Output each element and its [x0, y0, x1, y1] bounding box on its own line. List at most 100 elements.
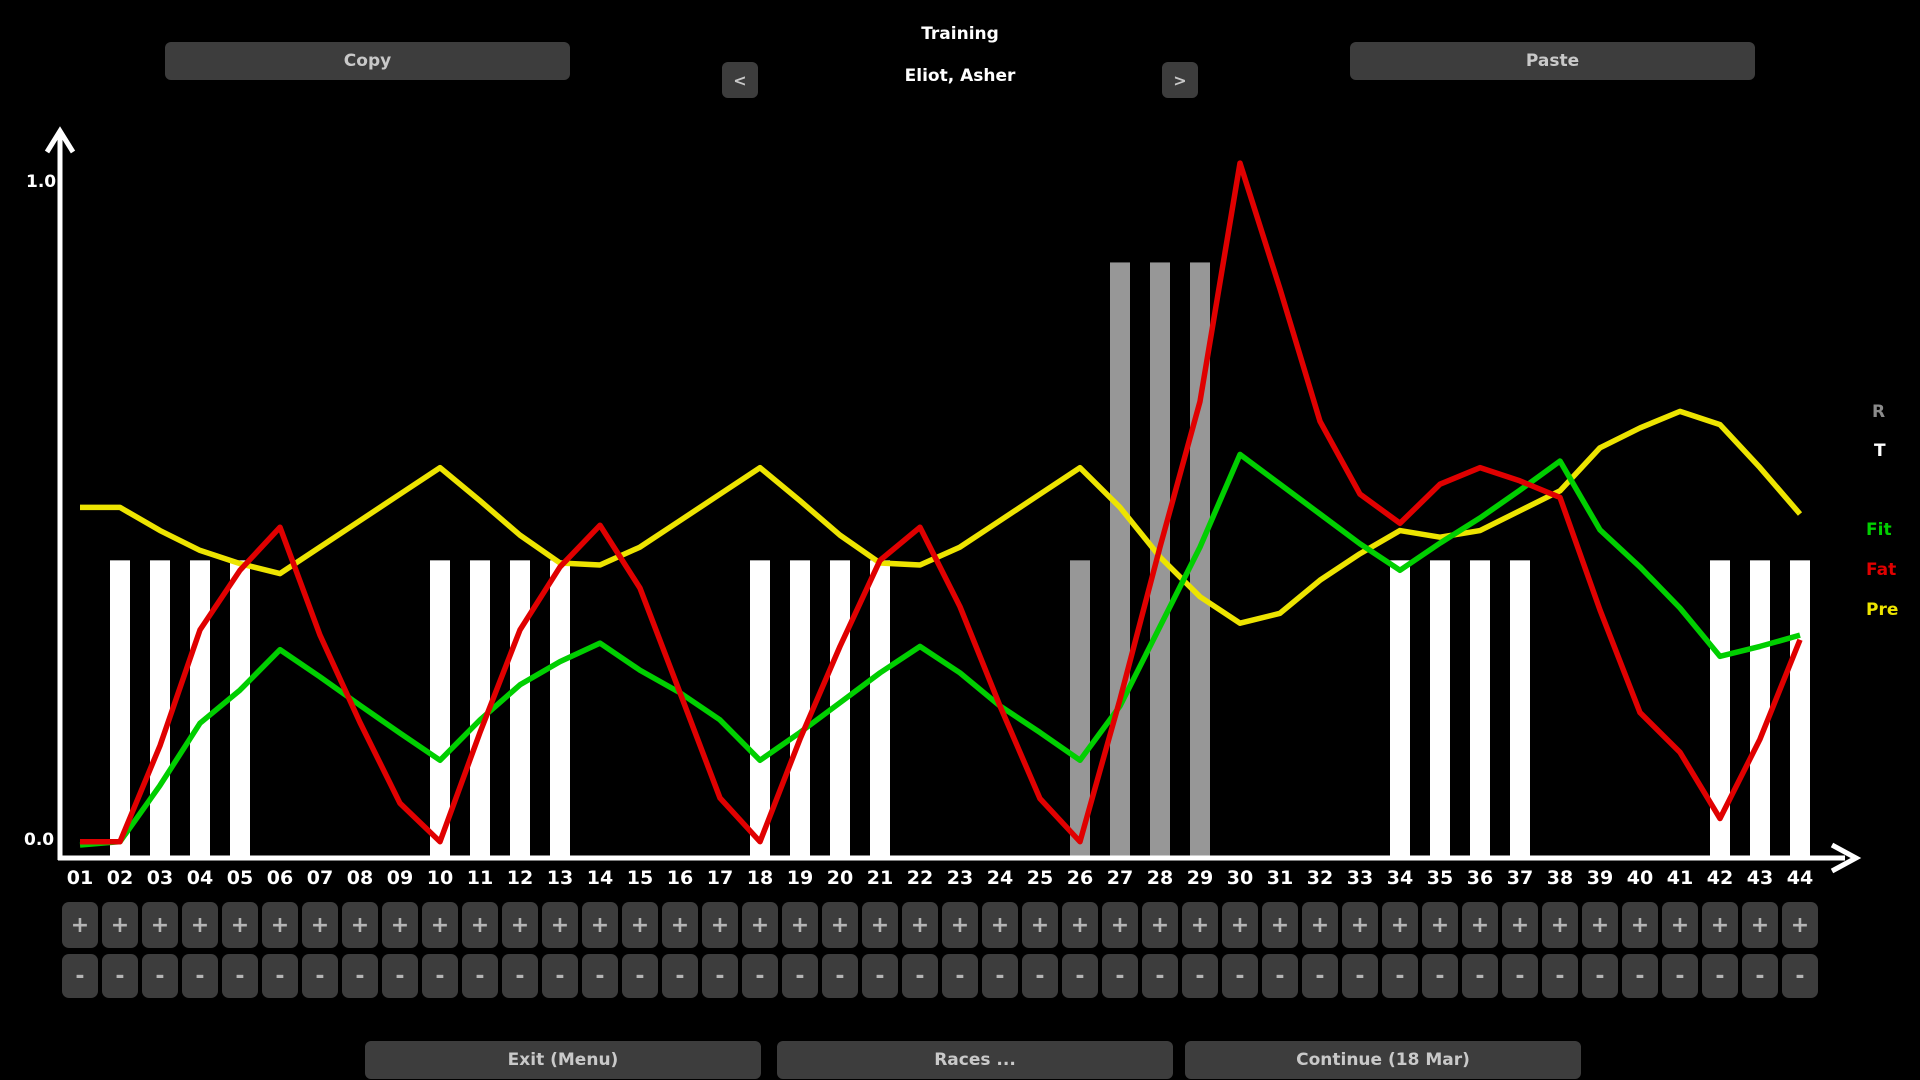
week-35-increase-button[interactable]: + [1422, 902, 1458, 948]
week-22-increase-button[interactable]: + [902, 902, 938, 948]
week-43-increase-button[interactable]: + [1742, 902, 1778, 948]
week-12-decrease-button[interactable]: - [502, 954, 538, 998]
copy-button[interactable]: Copy [165, 42, 570, 80]
week-label-43: 43 [1746, 867, 1774, 889]
week-15-decrease-button[interactable]: - [622, 954, 658, 998]
week-14-decrease-button[interactable]: - [582, 954, 618, 998]
week-13-decrease-button[interactable]: - [542, 954, 578, 998]
week-33-decrease-button[interactable]: - [1342, 954, 1378, 998]
week-18-decrease-button[interactable]: - [742, 954, 778, 998]
week-30-increase-button[interactable]: + [1222, 902, 1258, 948]
bar-week-29 [1190, 262, 1210, 858]
week-31-increase-button[interactable]: + [1262, 902, 1298, 948]
week-34-decrease-button[interactable]: - [1382, 954, 1418, 998]
week-16-increase-button[interactable]: + [662, 902, 698, 948]
exit-menu-button[interactable]: Exit (Menu) [365, 1041, 761, 1079]
week-08-decrease-button[interactable]: - [342, 954, 378, 998]
week-02-increase-button[interactable]: + [102, 902, 138, 948]
week-26-decrease-button[interactable]: - [1062, 954, 1098, 998]
week-36-increase-button[interactable]: + [1462, 902, 1498, 948]
week-26-increase-button[interactable]: + [1062, 902, 1098, 948]
week-38-decrease-button[interactable]: - [1542, 954, 1578, 998]
week-20-increase-button[interactable]: + [822, 902, 858, 948]
week-17-increase-button[interactable]: + [702, 902, 738, 948]
paste-button[interactable]: Paste [1350, 42, 1755, 80]
week-25-decrease-button[interactable]: - [1022, 954, 1058, 998]
week-17-decrease-button[interactable]: - [702, 954, 738, 998]
week-31-decrease-button[interactable]: - [1262, 954, 1298, 998]
week-28-decrease-button[interactable]: - [1142, 954, 1178, 998]
week-30-decrease-button[interactable]: - [1222, 954, 1258, 998]
week-20-decrease-button[interactable]: - [822, 954, 858, 998]
week-01-increase-button[interactable]: + [62, 902, 98, 948]
week-21-increase-button[interactable]: + [862, 902, 898, 948]
week-37-decrease-button[interactable]: - [1502, 954, 1538, 998]
week-39-decrease-button[interactable]: - [1582, 954, 1618, 998]
week-02-decrease-button[interactable]: - [102, 954, 138, 998]
week-24-decrease-button[interactable]: - [982, 954, 1018, 998]
week-41-decrease-button[interactable]: - [1662, 954, 1698, 998]
races-button[interactable]: Races ... [777, 1041, 1173, 1079]
week-43-decrease-button[interactable]: - [1742, 954, 1778, 998]
week-27-increase-button[interactable]: + [1102, 902, 1138, 948]
week-03-decrease-button[interactable]: - [142, 954, 178, 998]
week-44-decrease-button[interactable]: - [1782, 954, 1818, 998]
week-24-increase-button[interactable]: + [982, 902, 1018, 948]
week-27-decrease-button[interactable]: - [1102, 954, 1138, 998]
week-label-31: 31 [1266, 867, 1294, 889]
week-label-21: 21 [866, 867, 894, 889]
week-29-decrease-button[interactable]: - [1182, 954, 1218, 998]
week-28-increase-button[interactable]: + [1142, 902, 1178, 948]
week-09-increase-button[interactable]: + [382, 902, 418, 948]
week-37-increase-button[interactable]: + [1502, 902, 1538, 948]
week-16-decrease-button[interactable]: - [662, 954, 698, 998]
week-05-increase-button[interactable]: + [222, 902, 258, 948]
next-athlete-button[interactable]: > [1162, 62, 1198, 98]
week-08-increase-button[interactable]: + [342, 902, 378, 948]
week-13-increase-button[interactable]: + [542, 902, 578, 948]
week-12-increase-button[interactable]: + [502, 902, 538, 948]
week-22-decrease-button[interactable]: - [902, 954, 938, 998]
week-41-increase-button[interactable]: + [1662, 902, 1698, 948]
week-21-decrease-button[interactable]: - [862, 954, 898, 998]
week-11-decrease-button[interactable]: - [462, 954, 498, 998]
week-11-increase-button[interactable]: + [462, 902, 498, 948]
week-14-increase-button[interactable]: + [582, 902, 618, 948]
week-18-increase-button[interactable]: + [742, 902, 778, 948]
week-04-increase-button[interactable]: + [182, 902, 218, 948]
week-07-increase-button[interactable]: + [302, 902, 338, 948]
week-19-decrease-button[interactable]: - [782, 954, 818, 998]
week-35-decrease-button[interactable]: - [1422, 954, 1458, 998]
week-03-increase-button[interactable]: + [142, 902, 178, 948]
week-10-increase-button[interactable]: + [422, 902, 458, 948]
week-44-increase-button[interactable]: + [1782, 902, 1818, 948]
week-42-decrease-button[interactable]: - [1702, 954, 1738, 998]
week-40-decrease-button[interactable]: - [1622, 954, 1658, 998]
week-15-increase-button[interactable]: + [622, 902, 658, 948]
week-09-decrease-button[interactable]: - [382, 954, 418, 998]
week-04-decrease-button[interactable]: - [182, 954, 218, 998]
week-19-increase-button[interactable]: + [782, 902, 818, 948]
week-39-increase-button[interactable]: + [1582, 902, 1618, 948]
week-34-increase-button[interactable]: + [1382, 902, 1418, 948]
prev-athlete-button[interactable]: < [722, 62, 758, 98]
continue-button[interactable]: Continue (18 Mar) [1185, 1041, 1581, 1079]
week-06-increase-button[interactable]: + [262, 902, 298, 948]
week-32-decrease-button[interactable]: - [1302, 954, 1338, 998]
week-23-increase-button[interactable]: + [942, 902, 978, 948]
week-01-decrease-button[interactable]: - [62, 954, 98, 998]
week-40-increase-button[interactable]: + [1622, 902, 1658, 948]
week-42-increase-button[interactable]: + [1702, 902, 1738, 948]
week-25-increase-button[interactable]: + [1022, 902, 1058, 948]
week-10-decrease-button[interactable]: - [422, 954, 458, 998]
week-32-increase-button[interactable]: + [1302, 902, 1338, 948]
week-07-decrease-button[interactable]: - [302, 954, 338, 998]
week-05-decrease-button[interactable]: - [222, 954, 258, 998]
week-38-increase-button[interactable]: + [1542, 902, 1578, 948]
page-title: Training [921, 24, 999, 44]
week-36-decrease-button[interactable]: - [1462, 954, 1498, 998]
week-06-decrease-button[interactable]: - [262, 954, 298, 998]
week-33-increase-button[interactable]: + [1342, 902, 1378, 948]
week-23-decrease-button[interactable]: - [942, 954, 978, 998]
week-29-increase-button[interactable]: + [1182, 902, 1218, 948]
